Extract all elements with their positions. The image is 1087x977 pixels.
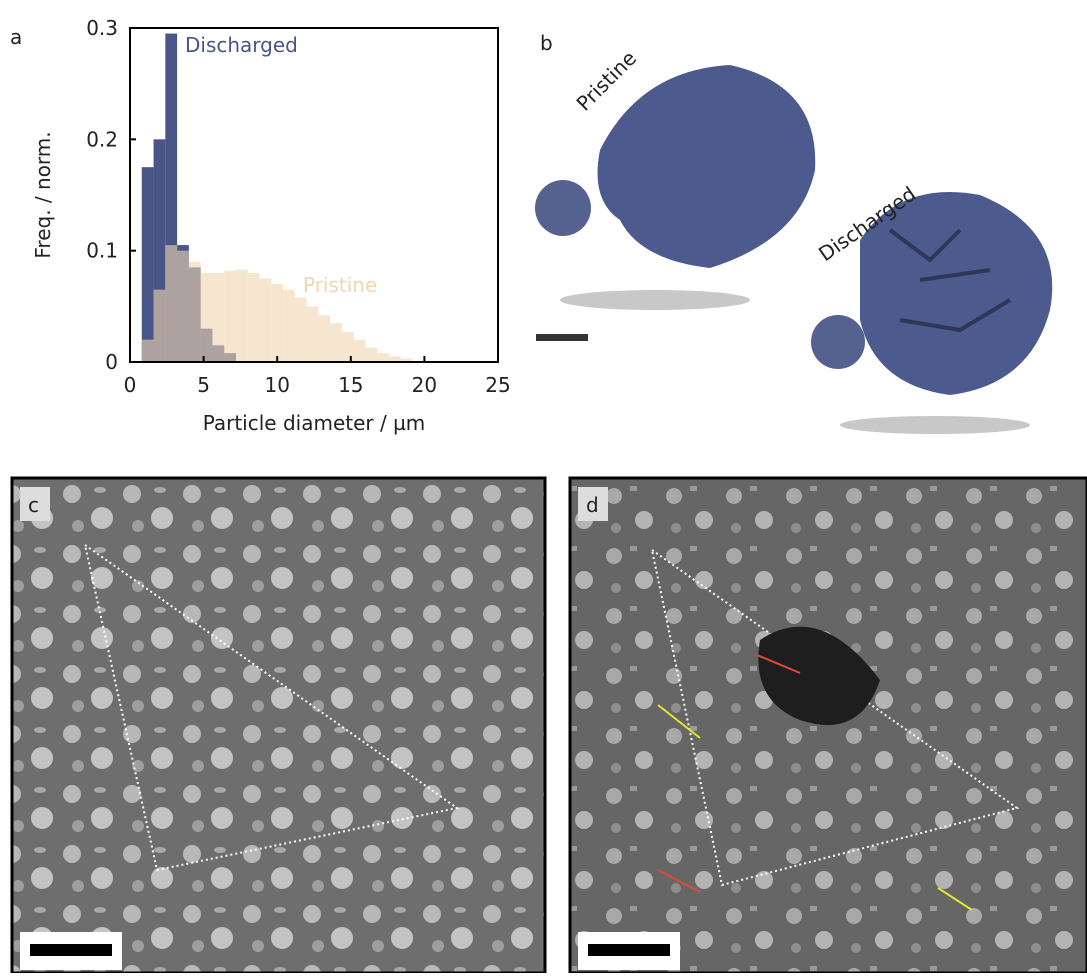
scale-bar bbox=[30, 944, 112, 956]
bar bbox=[142, 340, 154, 362]
x-tick-label: 15 bbox=[338, 373, 363, 397]
shadow bbox=[840, 416, 1030, 434]
scale-bar bbox=[588, 944, 670, 956]
legend-entry: Discharged bbox=[185, 33, 298, 57]
bar bbox=[201, 273, 213, 362]
bar bbox=[212, 273, 224, 362]
bar bbox=[283, 290, 295, 362]
y-tick-label: 0 bbox=[105, 350, 118, 374]
shadow bbox=[560, 290, 750, 310]
legend-entry: Pristine bbox=[303, 273, 377, 297]
discharged-small-particle bbox=[811, 315, 865, 369]
image-panel bbox=[12, 478, 545, 973]
bar bbox=[271, 284, 283, 362]
scale-bar bbox=[536, 334, 588, 341]
bar bbox=[366, 348, 378, 362]
plot-area bbox=[142, 34, 425, 362]
y-tick-label: 0.1 bbox=[86, 239, 118, 263]
particle-label: Pristine bbox=[572, 46, 642, 116]
x-tick-label: 25 bbox=[485, 373, 510, 397]
y-tick-label: 0.2 bbox=[86, 127, 118, 151]
bar bbox=[260, 279, 272, 363]
x-tick-label: 20 bbox=[412, 373, 437, 397]
x-tick-label: 5 bbox=[197, 373, 210, 397]
pristine-particle bbox=[598, 65, 816, 268]
panel-label: b bbox=[540, 31, 553, 55]
bar bbox=[342, 332, 354, 362]
bar bbox=[377, 353, 389, 362]
y-axis-label: Freq. / norm. bbox=[31, 131, 55, 258]
x-axis-label: Particle diameter / µm bbox=[203, 411, 426, 435]
figure: a Freq. / norm. Particle diameter / µm b… bbox=[0, 0, 1087, 973]
bar bbox=[354, 340, 366, 362]
bar bbox=[154, 290, 166, 362]
bar bbox=[224, 271, 236, 362]
bar bbox=[307, 306, 319, 362]
panel-label: d bbox=[586, 493, 599, 517]
x-tick-label: 10 bbox=[264, 373, 289, 397]
bar bbox=[330, 323, 342, 362]
panel-label: c bbox=[28, 493, 39, 517]
bar bbox=[177, 251, 189, 362]
panel-label: a bbox=[10, 25, 22, 49]
y-tick-label: 0.3 bbox=[86, 16, 118, 40]
pristine-small-particle bbox=[535, 180, 591, 236]
bar bbox=[248, 273, 260, 362]
bar bbox=[165, 245, 177, 362]
bar bbox=[236, 270, 248, 362]
x-tick-label: 0 bbox=[124, 373, 137, 397]
bar bbox=[295, 297, 307, 362]
bar bbox=[142, 167, 154, 362]
bar bbox=[318, 315, 330, 362]
bar bbox=[189, 262, 201, 362]
image-panel bbox=[570, 478, 1087, 973]
